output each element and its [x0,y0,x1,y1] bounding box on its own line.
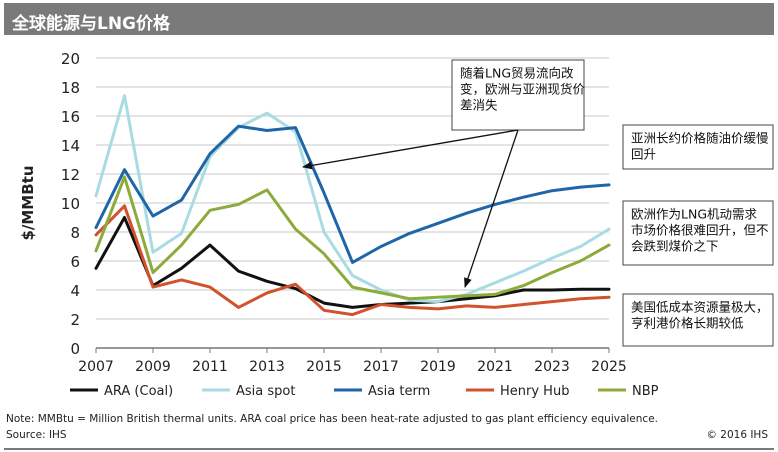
series-line [94,175,611,301]
y-tick-label: 2 [70,311,80,329]
series-line [94,216,611,309]
legend-label: ARA (Coal) [104,384,173,399]
x-tick-label: 2011 [192,359,228,375]
annotation-asia-term-text: 亚洲长约价格随油价缓慢 [631,131,769,146]
y-tick-label: 6 [70,253,80,271]
chart-title: 全球能源与LNG价格 [12,14,171,34]
annotation-shift-text: 变，欧洲与亚洲现货价 [460,82,586,97]
y-tick-label: 14 [61,137,80,155]
y-tick-label: 16 [61,108,80,126]
annotation-europe-text: 欧洲作为LNG机动需求 [631,207,758,222]
annotation-shift-text: 差消失 [460,98,498,113]
y-tick-label: 4 [70,282,80,300]
annotation-shift-text: 随着LNG贸易流向改 [460,66,574,81]
x-tick-label: 2013 [249,359,285,375]
annotation-europe-box [622,200,774,266]
annotation-us-text: 美国低成本资源量极大， [631,300,769,315]
x-tick-label: 2009 [135,359,171,375]
legend-label: Henry Hub [500,384,569,399]
legend-label: NBP [632,384,659,399]
y-tick-label: 18 [61,79,80,97]
bottom-rule [4,448,774,450]
x-tick-label: 2023 [534,359,570,375]
x-tick-label: 2021 [477,359,513,375]
annotation-asia-term-box [622,124,774,170]
y-tick-label: 12 [61,166,80,184]
x-tick-label: 2017 [363,359,399,375]
x-tick-label: 2015 [306,359,342,375]
annotation-europe-text: 会跌到煤价之下 [631,239,719,254]
annotation-europe-text: 市场价格很难回升，但不 [631,223,769,238]
source-text: Source: IHS [6,429,67,441]
annotation-us-text: 亨利港价格长期较低 [631,316,744,331]
y-tick-label: 0 [70,340,80,358]
series-line [94,94,611,304]
x-tick-label: 2007 [78,359,114,375]
x-tick-label: 2019 [420,359,456,375]
arrow-to-divergence [302,129,519,170]
arrow-to-convergence [464,129,519,288]
footnote: Note: MMBtu = Million British thermal un… [6,413,658,425]
series-line [94,124,611,264]
legend-label: Asia term [368,384,430,399]
series-line [94,204,611,317]
y-tick-label: 10 [61,195,80,213]
copyright-text: © 2016 IHS [706,429,768,441]
y-tick-label: 8 [70,224,80,242]
annotation-us-box [622,293,774,347]
y-tick-label: 20 [61,50,80,68]
annotation-shift-box [451,59,585,131]
y-axis-label: $/MMBtu [19,165,37,240]
title-bar: 全球能源与LNG价格 [4,3,774,35]
annotation-asia-term-text: 回升 [631,147,656,162]
x-tick-label: 2025 [591,359,627,375]
legend-label: Asia spot [236,384,295,399]
